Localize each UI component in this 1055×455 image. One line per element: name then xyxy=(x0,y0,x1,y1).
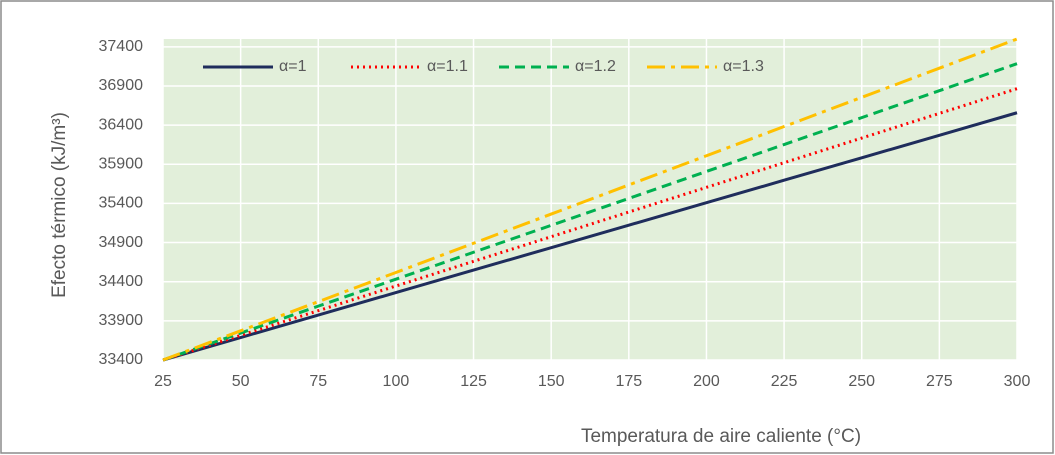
y-tick-label: 35400 xyxy=(99,195,144,212)
x-tick-label: 125 xyxy=(460,373,487,390)
y-tick-label: 33900 xyxy=(99,312,144,329)
x-tick-label: 50 xyxy=(232,373,250,390)
y-axis-label: Efecto térmico (kJ/m³) xyxy=(49,112,70,298)
x-tick-label: 100 xyxy=(383,373,410,390)
legend-label: α=1.3 xyxy=(723,58,764,75)
y-tick-label: 37400 xyxy=(99,38,144,55)
y-tick-label: 34400 xyxy=(99,273,144,290)
y-tick-label: 34900 xyxy=(99,234,144,251)
x-tick-label: 150 xyxy=(538,373,565,390)
x-tick-label: 75 xyxy=(309,373,327,390)
x-axis-label: Temperatura de aire caliente (°C) xyxy=(581,426,861,447)
legend-label: α=1.1 xyxy=(427,58,468,75)
legend-label: α=1 xyxy=(279,58,307,75)
y-tick-label: 36400 xyxy=(99,116,144,133)
y-tick-label: 36900 xyxy=(99,77,144,94)
x-tick-label: 275 xyxy=(926,373,953,390)
x-tick-label: 200 xyxy=(693,373,720,390)
series-line xyxy=(162,62,1018,362)
legend-label: α=1.2 xyxy=(575,58,616,75)
x-tick-label: 175 xyxy=(615,373,642,390)
x-tick-label: 250 xyxy=(848,373,875,390)
x-tick-label: 25 xyxy=(154,373,172,390)
y-tick-label: 33400 xyxy=(99,351,144,368)
series-line xyxy=(162,37,1018,362)
series-line xyxy=(162,111,1018,362)
x-tick-label: 300 xyxy=(1004,373,1031,390)
x-tick-label: 225 xyxy=(771,373,798,390)
y-tick-label: 35900 xyxy=(99,155,144,172)
